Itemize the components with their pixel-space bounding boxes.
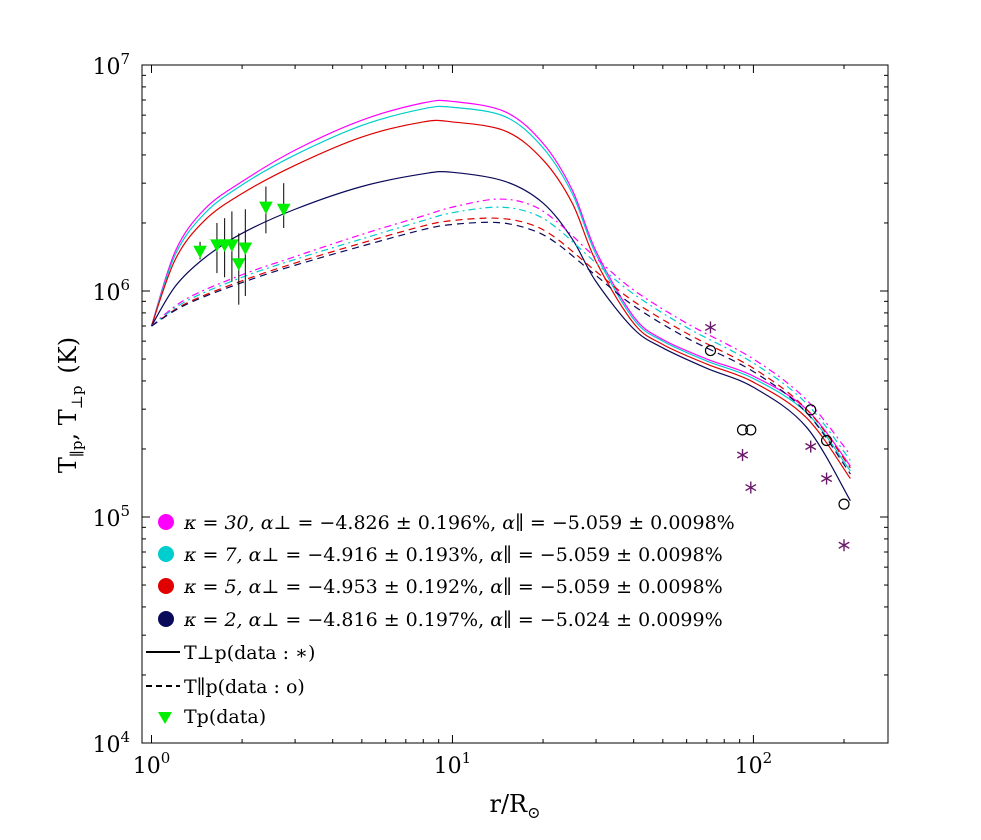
series-line-kappa30-perp	[150, 99, 851, 467]
par-circle-point	[805, 404, 817, 416]
perp-star-point	[805, 440, 817, 453]
perp-star-point	[745, 481, 757, 494]
y-tick-label: 107	[92, 50, 130, 80]
par-circle-point	[745, 424, 757, 436]
legend-kappa-marker	[158, 514, 174, 530]
tp-data-point	[259, 201, 273, 215]
x-axis-title: r/R⊙	[489, 790, 540, 822]
series-line-kappa5-par	[151, 217, 851, 469]
tp-data-point	[193, 245, 207, 259]
par-circle-point	[838, 498, 850, 510]
tp-data-point	[276, 203, 291, 217]
legend-par-label: T∥p(data : o)	[184, 676, 305, 698]
legend-perp-label: T⊥p(data : ∗)	[184, 642, 315, 664]
series-layer	[150, 99, 851, 502]
series-line-kappa7-par	[151, 206, 851, 461]
markers-layer	[193, 183, 850, 552]
x-tick-label: 100	[133, 749, 171, 779]
perp-star-point	[736, 449, 749, 462]
legend-kappa-label: κ = 30, α⊥ = −4.826 ± 0.196%, α∥ = −5.05…	[183, 512, 735, 534]
par-circle-point	[820, 434, 833, 447]
series-line-kappa5-perp	[150, 119, 851, 479]
legend: κ = 30, α⊥ = −4.826 ± 0.196%, α∥ = −5.05…	[146, 512, 735, 728]
series-line-kappa2-par	[151, 221, 851, 475]
y-tick-label: 104	[92, 728, 130, 758]
legend-kappa-marker	[158, 611, 174, 627]
legend-kappa-marker	[158, 578, 174, 594]
y-axis-title: T∥p, T⊥p(K)	[54, 337, 86, 473]
legend-kappa-label: κ = 7, α⊥ = −4.916 ± 0.193%, α∥ = −5.059…	[183, 544, 723, 566]
par-circle-point	[736, 424, 749, 436]
y-tick-label: 105	[92, 502, 130, 532]
par-circle-point	[704, 344, 717, 357]
y-tick-label: 106	[92, 276, 130, 306]
tp-data-point	[238, 242, 253, 256]
perp-star-point	[820, 472, 833, 485]
tp-data-point	[231, 258, 246, 271]
plot-frame	[141, 64, 889, 744]
series-line-kappa7-perp	[150, 105, 851, 472]
legend-tp-label: Tp(data)	[184, 706, 266, 728]
perp-star-point	[838, 539, 850, 552]
tp-data-point	[225, 239, 239, 252]
legend-kappa-marker	[158, 546, 174, 562]
ticks-layer: 100 101 102 104 105 106 107	[92, 50, 888, 779]
series-line-kappa30-par	[151, 198, 851, 456]
perp-star-point	[704, 321, 717, 334]
x-tick-label: 101	[434, 749, 472, 779]
x-tick-label: 102	[735, 749, 773, 779]
legend-tp-marker	[158, 712, 172, 724]
series-line-kappa2-perp	[150, 171, 851, 502]
legend-kappa-label: κ = 2, α⊥ = −4.816 ± 0.197%, α∥ = −5.024…	[183, 609, 723, 631]
legend-kappa-label: κ = 5, α⊥ = −4.953 ± 0.192%, α∥ = −5.059…	[183, 576, 723, 598]
